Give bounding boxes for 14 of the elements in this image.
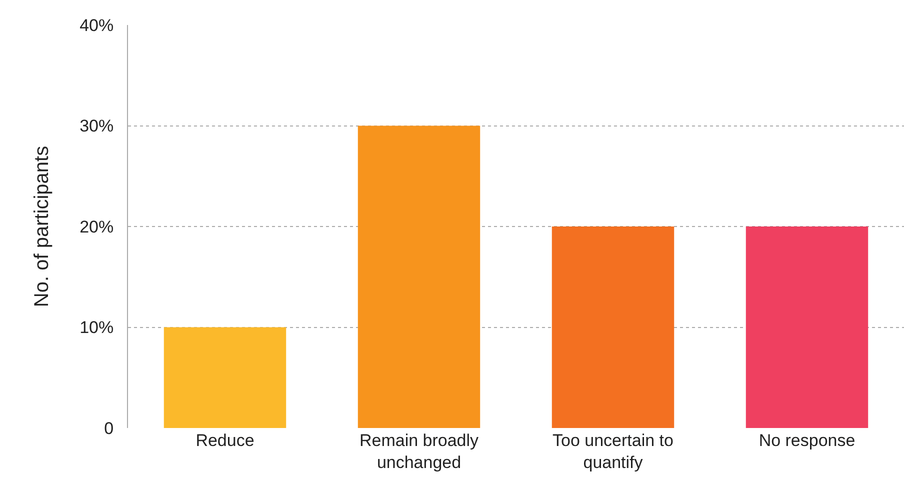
y-tick-label: 40% [80,16,114,35]
y-tick-label: 0 [104,418,114,438]
bar [164,327,286,428]
x-tick-label: Remain broadly unchanged [359,431,480,472]
x-tick-label: No response [758,431,856,450]
bar [746,226,868,428]
y-axis-title: No. of participants [31,146,54,308]
bar [358,126,480,428]
y-tick-label: 10% [80,318,114,338]
bar [552,226,674,428]
x-tick-label: Too uncertain to quantify [552,431,674,472]
y-tick-label: 20% [80,217,114,236]
x-tick-label: Reduce [196,431,254,450]
y-tick-label: 30% [80,116,114,136]
